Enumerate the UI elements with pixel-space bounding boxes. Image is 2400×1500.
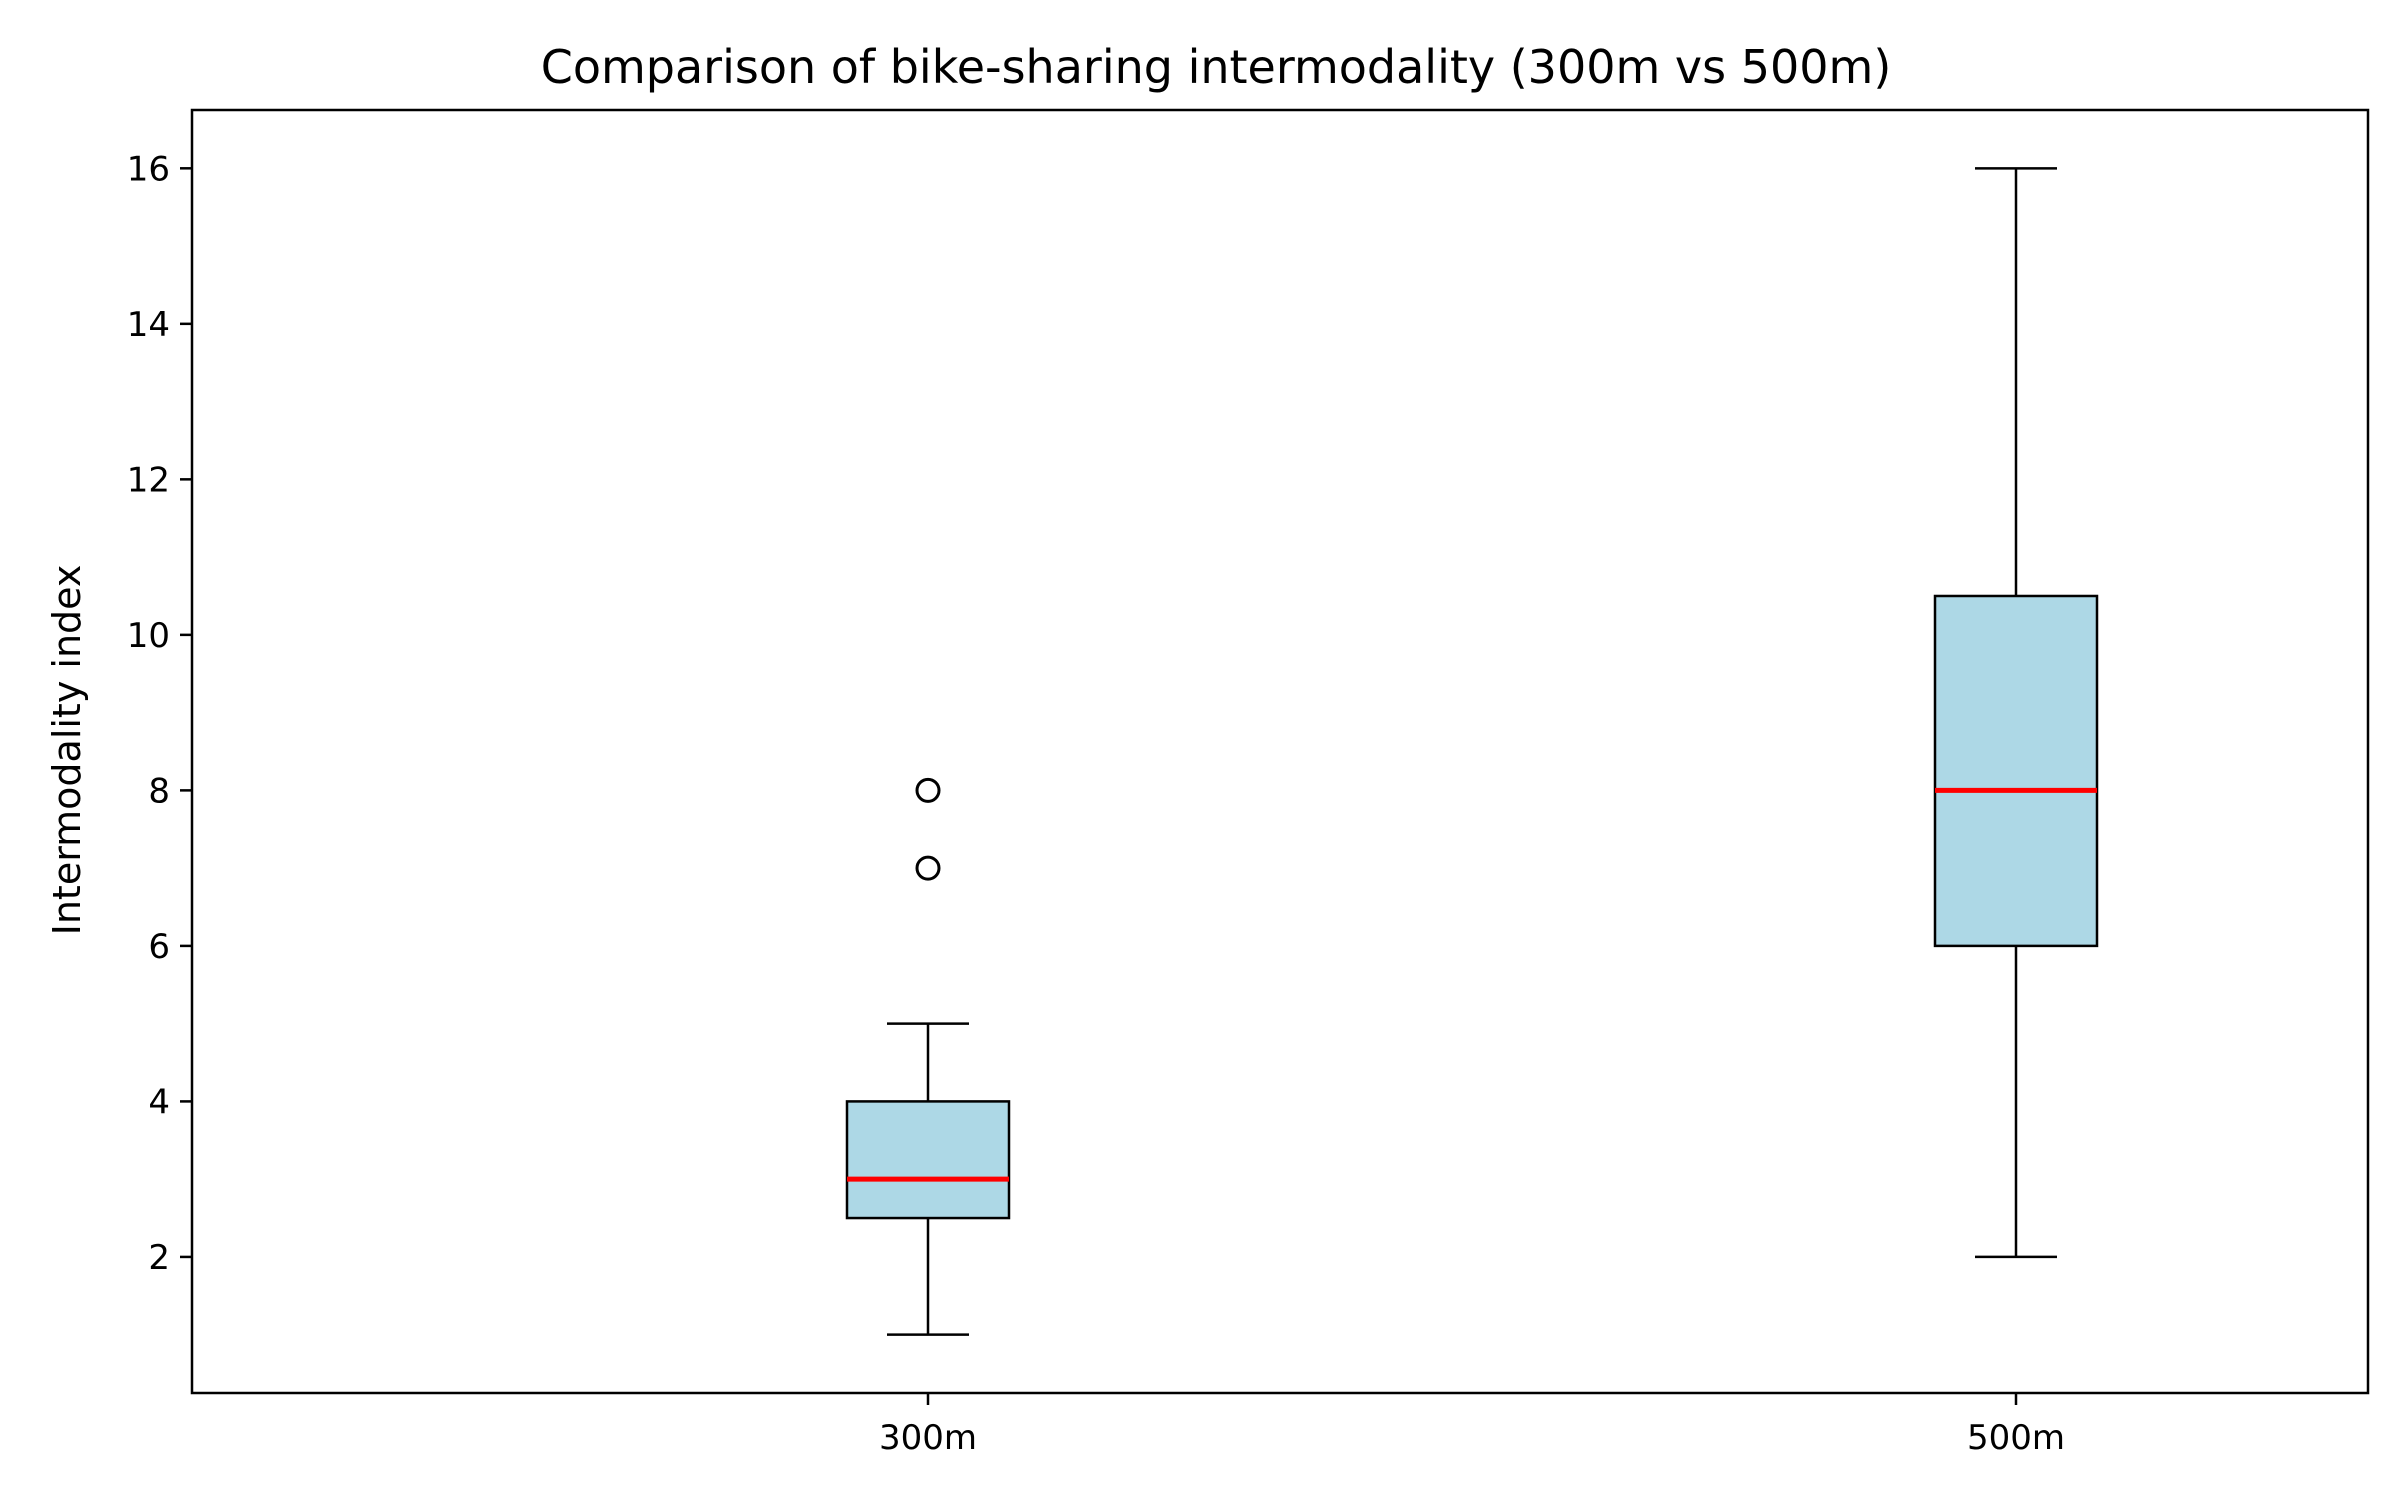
axes-frame — [190, 108, 2370, 1395]
y-axis-ticks: 2 4 6 8 10 12 14 16 — [127, 149, 192, 1278]
x-tick-label: 300m — [879, 1418, 977, 1458]
box-series — [845, 167, 2099, 1336]
outlier-point — [915, 855, 941, 881]
y-tick-label: 16 — [127, 149, 170, 189]
chart-title: Comparison of bike-sharing intermodality… — [541, 40, 1892, 94]
y-tick-label: 12 — [127, 460, 170, 500]
y-tick-label: 10 — [127, 616, 170, 656]
x-axis-ticks: 300m 500m — [879, 1393, 2065, 1458]
y-tick-label: 14 — [127, 305, 170, 345]
interquartile-box — [1933, 594, 2099, 948]
outlier-point — [915, 777, 941, 803]
y-axis-label: Intermodality index — [45, 565, 89, 936]
y-tick-label: 8 — [148, 771, 170, 811]
y-tick-label: 4 — [148, 1082, 170, 1122]
y-tick-label: 6 — [148, 927, 170, 967]
x-tick-label: 500m — [1967, 1418, 2065, 1458]
y-tick-label: 2 — [148, 1238, 170, 1278]
box-300m — [845, 777, 1011, 1336]
box-500m — [1933, 167, 2099, 1259]
interquartile-box — [845, 1100, 1011, 1220]
